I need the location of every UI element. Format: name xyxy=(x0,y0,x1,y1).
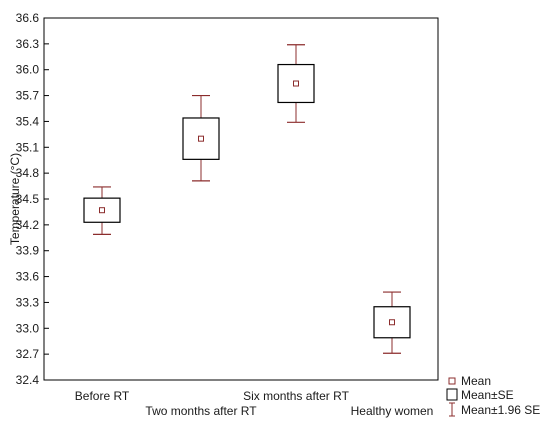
mean-marker xyxy=(293,80,299,87)
legend-se-icon xyxy=(446,388,458,401)
mean-marker xyxy=(198,135,204,142)
y-axis-title: Temperature (°C) xyxy=(8,153,22,245)
y-tick-label: 33.3 xyxy=(16,295,40,309)
se-box xyxy=(277,63,315,104)
y-tick-label: 35.7 xyxy=(16,89,40,103)
legend-mean-label: Mean xyxy=(461,374,491,388)
x-category-label: Six months after RT xyxy=(243,389,349,403)
se-box xyxy=(373,306,411,339)
y-tick-label: 33.9 xyxy=(16,244,40,258)
box-group xyxy=(373,291,411,354)
y-tick-label: 36.0 xyxy=(16,63,40,77)
plot-frame xyxy=(43,17,439,381)
mean-marker xyxy=(389,319,395,326)
data-boxes xyxy=(83,44,411,354)
y-tick-label: 34.5 xyxy=(16,192,40,206)
x-category-label: Before RT xyxy=(75,389,130,403)
y-tick-label: 32.7 xyxy=(16,347,40,361)
y-tick-label: 33.0 xyxy=(16,321,40,335)
x-category-label: Healthy women xyxy=(351,404,434,418)
y-tick-label: 33.6 xyxy=(16,270,40,284)
y-tick-label: 35.4 xyxy=(16,114,40,128)
y-tick-label: 35.1 xyxy=(16,140,40,154)
box-group xyxy=(83,186,121,235)
legend-mean-icon xyxy=(448,377,456,385)
box-group xyxy=(277,44,315,123)
y-tick-label: 34.8 xyxy=(16,166,40,180)
x-category-label: Two months after RT xyxy=(145,404,257,418)
y-tick-label: 36.3 xyxy=(16,37,40,51)
mean-marker xyxy=(99,207,105,214)
y-axis: 32.4 32.7 33.0 33.3 33.6 33.9 34.2 34.5 34.8 35.1… xyxy=(16,11,49,387)
box-group xyxy=(182,94,220,182)
y-tick-label: 32.4 xyxy=(16,373,40,387)
se-box xyxy=(83,197,121,223)
y-tick-label: 34.2 xyxy=(16,218,40,232)
legend-se-label: Mean±SE xyxy=(461,388,514,402)
se-box xyxy=(182,117,220,160)
legend-ci-label: Mean±1.96 SE xyxy=(461,403,540,417)
y-tick-label: 36.6 xyxy=(16,11,40,25)
